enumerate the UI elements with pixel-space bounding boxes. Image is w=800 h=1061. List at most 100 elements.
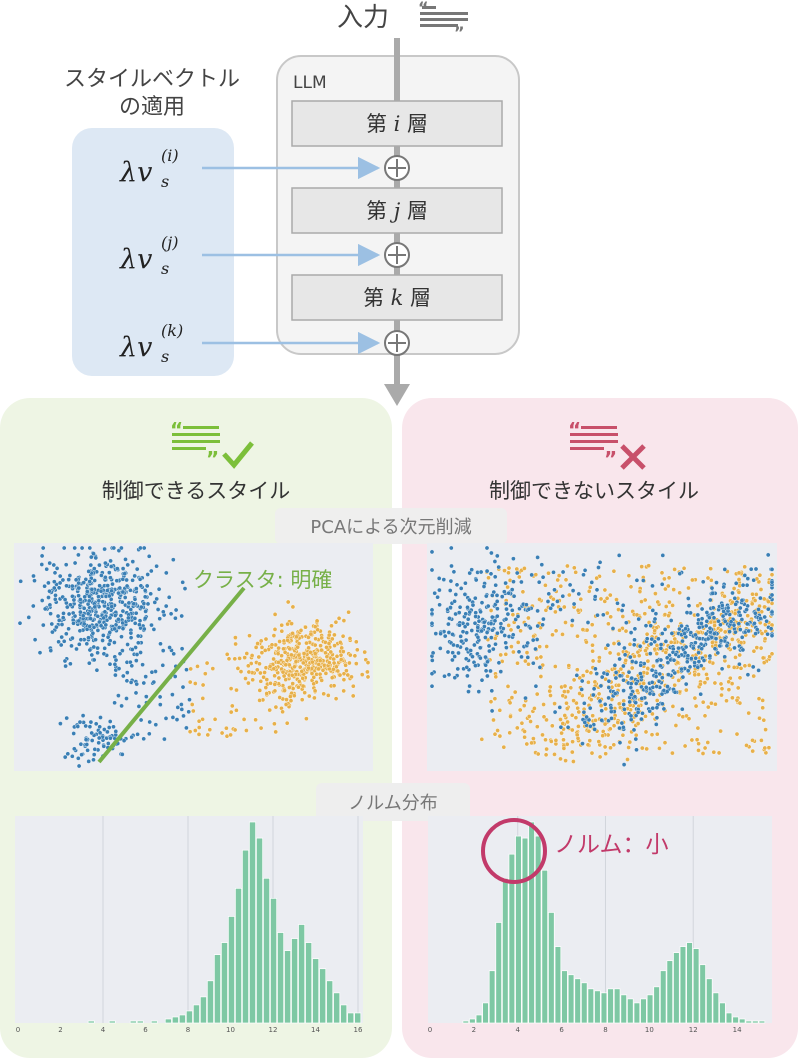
scatter-point <box>706 704 711 710</box>
scatter-point <box>101 744 107 749</box>
scatter-point <box>576 709 582 715</box>
scatter-point <box>766 599 771 605</box>
scatter-point <box>334 664 339 670</box>
histogram-bar <box>666 960 674 1024</box>
scatter-point <box>744 607 749 613</box>
scatter-point <box>760 698 766 703</box>
uncontrollable-title: 制御できないスタイル <box>489 479 699 503</box>
scatter-point <box>349 674 354 680</box>
scatter-point <box>120 599 125 605</box>
scatter-point <box>603 676 608 682</box>
scatter-point <box>71 621 76 626</box>
scatter-point <box>472 642 477 648</box>
scatter-point <box>70 754 75 759</box>
scatter-point <box>699 646 705 652</box>
scatter-point <box>710 640 715 645</box>
histogram-bar <box>87 1020 95 1024</box>
scatter-point <box>524 741 530 747</box>
scatter-point <box>120 648 125 653</box>
scatter-point <box>61 639 67 644</box>
scatter-point <box>481 619 487 625</box>
scatter-point <box>95 645 100 651</box>
scatter-point <box>550 602 556 608</box>
scatter-point <box>469 628 475 633</box>
scatter-point <box>753 631 758 636</box>
scatter-point <box>602 744 608 750</box>
scatter-point <box>162 736 167 742</box>
scatter-point <box>447 616 452 621</box>
histogram-bar <box>692 948 700 1024</box>
scatter-point <box>555 599 560 604</box>
scatter-point <box>117 585 123 591</box>
scatter-point <box>297 664 303 670</box>
scatter-point <box>353 661 359 666</box>
scatter-point <box>539 562 545 568</box>
scatter-point <box>671 587 677 592</box>
scatter-point <box>188 666 193 672</box>
scatter-point <box>736 570 742 576</box>
scatter-point <box>82 594 87 600</box>
scatter-point <box>647 691 653 697</box>
scatter-point <box>528 625 533 631</box>
scatter-point <box>137 618 143 624</box>
scatter-point <box>119 545 124 551</box>
scatter-point <box>515 640 521 645</box>
scatter-point <box>584 714 589 720</box>
scatter-point <box>179 613 184 619</box>
scatter-point <box>697 636 703 641</box>
scatter-point <box>691 645 696 651</box>
scatter-point <box>275 651 281 657</box>
scatter-point <box>653 674 659 679</box>
scatter-point <box>535 751 541 757</box>
scatter-point <box>86 635 91 641</box>
scatter-point <box>499 594 505 599</box>
layer-i-prefix: 第 <box>366 112 387 136</box>
scatter-point <box>751 577 757 583</box>
scatter-point <box>641 578 646 583</box>
scatter-point <box>365 669 370 675</box>
scatter-point <box>146 554 152 559</box>
scatter-point <box>300 660 306 666</box>
scatter-point <box>670 603 675 608</box>
scatter-point <box>517 707 523 713</box>
scatter-point <box>353 639 359 645</box>
scatter-point <box>518 628 523 634</box>
scatter-point <box>494 613 500 619</box>
scatter-point <box>347 652 353 658</box>
scatter-point <box>138 717 144 723</box>
scatter-point <box>543 608 549 613</box>
scatter-point <box>520 589 526 595</box>
scatter-point <box>138 583 144 589</box>
scatter-point <box>465 605 470 610</box>
scatter-point <box>700 699 706 705</box>
svg-text:第 j 層: 第 j 層 <box>366 199 428 223</box>
scatter-point <box>565 725 571 730</box>
scatter-point <box>569 712 575 718</box>
scatter-point <box>477 645 483 651</box>
scatter-point <box>207 727 213 733</box>
scatter-point <box>455 666 461 672</box>
scatter-point <box>130 559 136 564</box>
scatter-point <box>273 704 279 710</box>
scatter-point <box>719 692 724 698</box>
scatter-point <box>330 667 336 672</box>
scatter-point <box>261 674 266 680</box>
scatter-point <box>143 694 149 699</box>
scatter-point <box>718 681 724 687</box>
scatter-point <box>126 600 132 606</box>
scatter-point <box>581 572 586 578</box>
scatter-point <box>758 616 763 621</box>
scatter-point <box>769 592 775 598</box>
scatter-point <box>646 563 652 569</box>
scatter-point <box>757 715 762 721</box>
vector-k-sub: s <box>161 347 169 366</box>
scatter-point <box>285 621 290 627</box>
scatter-point <box>686 585 691 591</box>
scatter-point <box>32 637 38 643</box>
histogram-bar <box>291 938 299 1024</box>
scatter-point <box>262 648 268 653</box>
scatter-point <box>31 573 36 579</box>
histogram-tick-label: 2 <box>472 1026 476 1034</box>
scatter-point <box>760 655 766 661</box>
